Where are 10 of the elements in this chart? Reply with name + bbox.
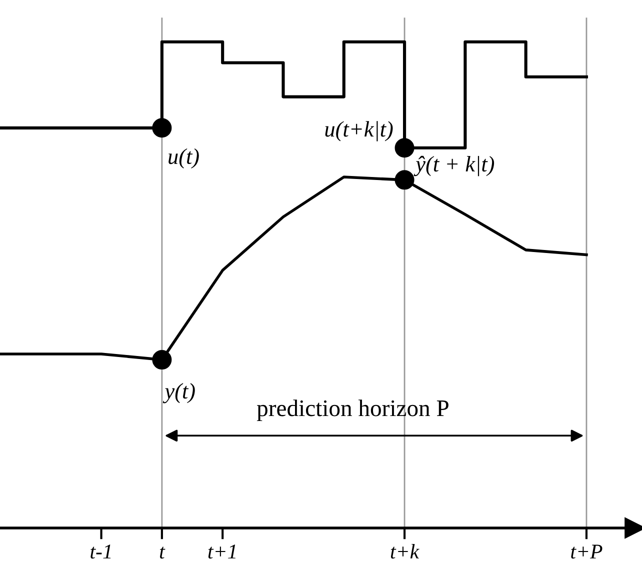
x-tick-label: t bbox=[160, 546, 166, 559]
annotation: u(t) bbox=[168, 148, 199, 169]
x-tick-label: t+k bbox=[390, 544, 420, 559]
x-tick-label: t-1 bbox=[90, 544, 111, 559]
annotation: ŷ(t + k|t) bbox=[414, 156, 494, 176]
annotation: prediction horizon P bbox=[256, 400, 448, 422]
annotation: u(t+k|t) bbox=[325, 121, 393, 142]
x-tick-label: t+1 bbox=[208, 544, 236, 559]
annotation: y(t) bbox=[162, 383, 195, 404]
x-tick-label: t+P bbox=[571, 544, 602, 559]
